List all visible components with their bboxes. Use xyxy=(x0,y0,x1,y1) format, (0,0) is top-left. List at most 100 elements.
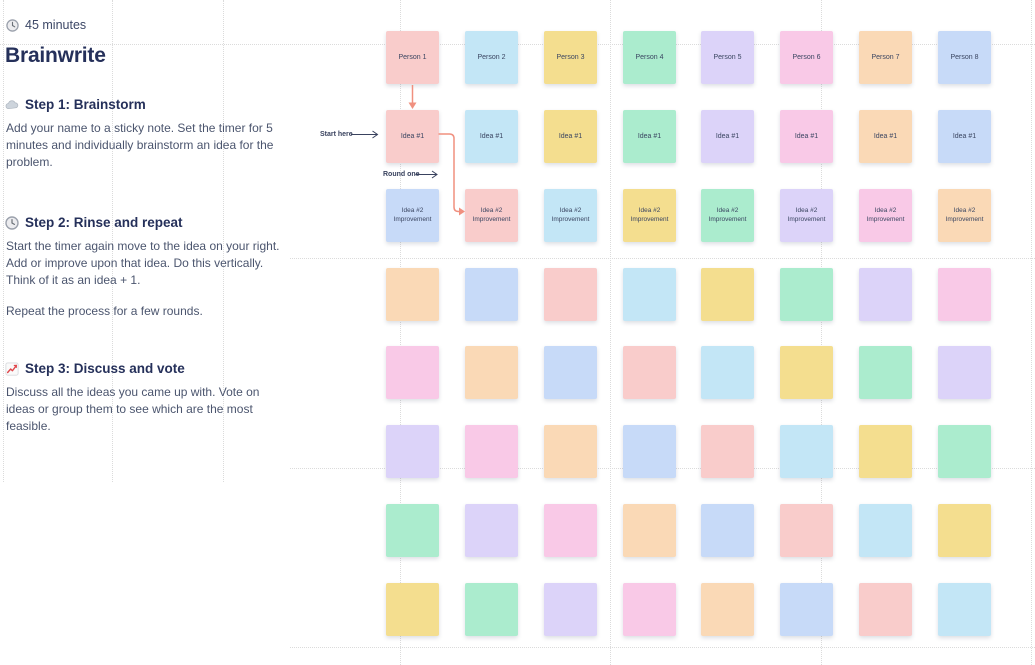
sticky-note-blank-row-3-col-1[interactable] xyxy=(386,425,439,478)
sticky-note-blank-row-4-col-4[interactable] xyxy=(623,504,676,557)
sticky-note-idea-1-row-col-7[interactable]: Idea #1 xyxy=(859,110,912,163)
sticky-note-blank-row-5-col-4[interactable] xyxy=(623,583,676,636)
step-3-heading[interactable]: Step 3: Discuss and vote xyxy=(5,361,185,376)
step-3-body[interactable]: Discuss all the ideas you came up with. … xyxy=(6,384,283,435)
clock-icon xyxy=(5,215,19,230)
sticky-note-label: Idea #2 Improvement xyxy=(866,207,905,223)
sticky-note-idea-2-row-col-5[interactable]: Idea #2 Improvement xyxy=(701,189,754,242)
sticky-note-label: Person 8 xyxy=(950,54,979,61)
sticky-note-idea-2-row-col-2[interactable]: Idea #2 Improvement xyxy=(465,189,518,242)
sticky-note-idea-2-row-col-6[interactable]: Idea #2 Improvement xyxy=(780,189,833,242)
sticky-note-idea-2-row-col-4[interactable]: Idea #2 Improvement xyxy=(623,189,676,242)
sticky-note-idea-1-row-col-3[interactable]: Idea #1 xyxy=(544,110,597,163)
sticky-note-blank-row-3-col-5[interactable] xyxy=(701,425,754,478)
sticky-note-label: Idea #2 Improvement xyxy=(787,207,826,223)
sticky-note-label: Person 4 xyxy=(635,54,664,61)
sticky-note-label: Idea #2 Improvement xyxy=(630,207,669,223)
step-1-body[interactable]: Add your name to a sticky note. Set the … xyxy=(6,120,283,171)
sticky-note-blank-row-4-col-1[interactable] xyxy=(386,504,439,557)
sticky-note-blank-row-5-col-2[interactable] xyxy=(465,583,518,636)
sticky-note-blank-row-1-col-4[interactable] xyxy=(623,268,676,321)
sticky-note-person-row-col-4[interactable]: Person 4 xyxy=(623,31,676,84)
sticky-note-person-row-col-2[interactable]: Person 2 xyxy=(465,31,518,84)
sticky-note-idea-1-row-col-5[interactable]: Idea #1 xyxy=(701,110,754,163)
sticky-note-blank-row-3-col-8[interactable] xyxy=(938,425,991,478)
sticky-note-blank-row-2-col-6[interactable] xyxy=(780,346,833,399)
sticky-note-idea-2-row-col-1[interactable]: Idea #2 Improvement xyxy=(386,189,439,242)
sticky-note-blank-row-2-col-4[interactable] xyxy=(623,346,676,399)
sticky-note-blank-row-5-col-1[interactable] xyxy=(386,583,439,636)
sticky-note-label: Idea #2 Improvement xyxy=(393,207,432,223)
sticky-note-blank-row-4-col-3[interactable] xyxy=(544,504,597,557)
round-one-label[interactable]: Round one xyxy=(383,171,420,178)
sticky-note-idea-1-row-col-6[interactable]: Idea #1 xyxy=(780,110,833,163)
sticky-note-label: Person 3 xyxy=(556,54,585,61)
sticky-note-blank-row-1-col-6[interactable] xyxy=(780,268,833,321)
sticky-note-label: Idea #1 xyxy=(637,133,662,140)
sticky-note-blank-row-3-col-3[interactable] xyxy=(544,425,597,478)
step-2-heading[interactable]: Step 2: Rinse and repeat xyxy=(5,215,183,230)
sticky-note-idea-2-row-col-8[interactable]: Idea #2 Improvement xyxy=(938,189,991,242)
sticky-note-idea-2-row-col-3[interactable]: Idea #2 Improvement xyxy=(544,189,597,242)
sticky-note-blank-row-5-col-5[interactable] xyxy=(701,583,754,636)
sticky-note-blank-row-4-col-7[interactable] xyxy=(859,504,912,557)
sticky-note-label: Idea #1 xyxy=(558,133,583,140)
sticky-note-blank-row-3-col-7[interactable] xyxy=(859,425,912,478)
sticky-note-idea-2-row-col-7[interactable]: Idea #2 Improvement xyxy=(859,189,912,242)
sticky-note-label: Idea #1 xyxy=(794,133,819,140)
sticky-note-blank-row-1-col-7[interactable] xyxy=(859,268,912,321)
chart-increasing-icon xyxy=(5,361,19,376)
sticky-note-label: Idea #2 Improvement xyxy=(551,207,590,223)
sticky-note-person-row-col-3[interactable]: Person 3 xyxy=(544,31,597,84)
step-3-heading-label: Step 3: Discuss and vote xyxy=(25,361,185,376)
sticky-note-person-row-col-1[interactable]: Person 1 xyxy=(386,31,439,84)
sticky-note-person-row-col-8[interactable]: Person 8 xyxy=(938,31,991,84)
sticky-note-label: Idea #1 xyxy=(873,133,898,140)
sticky-note-idea-1-row-col-1[interactable]: Idea #1 xyxy=(386,110,439,163)
sticky-note-blank-row-1-col-2[interactable] xyxy=(465,268,518,321)
sticky-note-blank-row-1-col-3[interactable] xyxy=(544,268,597,321)
sticky-note-label: Person 2 xyxy=(477,54,506,61)
sticky-note-blank-row-5-col-8[interactable] xyxy=(938,583,991,636)
sticky-note-blank-row-1-col-1[interactable] xyxy=(386,268,439,321)
duration-badge[interactable]: 45 minutes xyxy=(6,18,86,32)
sticky-note-blank-row-2-col-7[interactable] xyxy=(859,346,912,399)
sticky-note-blank-row-2-col-1[interactable] xyxy=(386,346,439,399)
sticky-note-label: Idea #1 xyxy=(952,133,977,140)
sticky-note-blank-row-3-col-4[interactable] xyxy=(623,425,676,478)
sticky-note-blank-row-3-col-2[interactable] xyxy=(465,425,518,478)
step-2-body[interactable]: Start the timer again move to the idea o… xyxy=(6,238,283,320)
sticky-note-blank-row-4-col-8[interactable] xyxy=(938,504,991,557)
sticky-note-blank-row-4-col-5[interactable] xyxy=(701,504,754,557)
sticky-note-blank-row-2-col-2[interactable] xyxy=(465,346,518,399)
sticky-note-label: Idea #1 xyxy=(400,133,425,140)
sticky-note-idea-1-row-col-8[interactable]: Idea #1 xyxy=(938,110,991,163)
sticky-note-label: Person 7 xyxy=(871,54,900,61)
sticky-note-blank-row-3-col-6[interactable] xyxy=(780,425,833,478)
step-1-heading[interactable]: Step 1: Brainstorm xyxy=(5,97,146,112)
sticky-note-blank-row-4-col-2[interactable] xyxy=(465,504,518,557)
sticky-note-label: Idea #1 xyxy=(479,133,504,140)
sticky-note-person-row-col-6[interactable]: Person 6 xyxy=(780,31,833,84)
sticky-note-blank-row-4-col-6[interactable] xyxy=(780,504,833,557)
sticky-note-person-row-col-7[interactable]: Person 7 xyxy=(859,31,912,84)
sticky-note-blank-row-2-col-8[interactable] xyxy=(938,346,991,399)
sticky-note-idea-1-row-col-4[interactable]: Idea #1 xyxy=(623,110,676,163)
page-title[interactable]: Brainwrite xyxy=(5,44,106,67)
sticky-note-label: Person 1 xyxy=(398,54,427,61)
sticky-note-person-row-col-5[interactable]: Person 5 xyxy=(701,31,754,84)
sticky-note-blank-row-5-col-7[interactable] xyxy=(859,583,912,636)
sticky-note-blank-row-2-col-5[interactable] xyxy=(701,346,754,399)
sticky-note-blank-row-5-col-6[interactable] xyxy=(780,583,833,636)
sticky-note-blank-row-2-col-3[interactable] xyxy=(544,346,597,399)
duration-label: 45 minutes xyxy=(25,18,87,32)
start-here-label[interactable]: Start here xyxy=(320,131,353,138)
step-3-paragraph: Discuss all the ideas you came up with. … xyxy=(6,385,260,433)
sticky-note-blank-row-5-col-3[interactable] xyxy=(544,583,597,636)
sticky-note-blank-row-1-col-5[interactable] xyxy=(701,268,754,321)
sticky-note-idea-1-row-col-2[interactable]: Idea #1 xyxy=(465,110,518,163)
sticky-note-label: Idea #2 Improvement xyxy=(945,207,984,223)
step-2-paragraph: Start the timer again move to the idea o… xyxy=(6,239,280,287)
sticky-note-blank-row-1-col-8[interactable] xyxy=(938,268,991,321)
